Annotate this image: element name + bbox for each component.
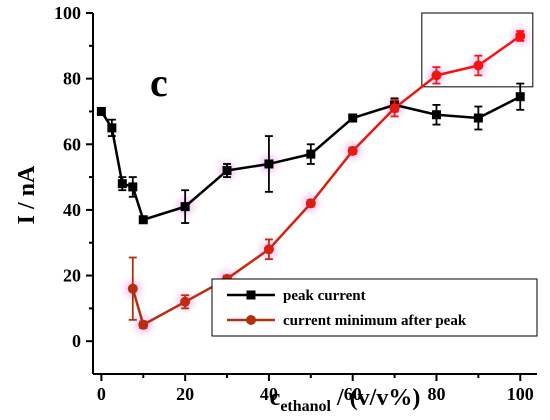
series-1-line-segment	[477, 95, 521, 120]
series-2-line-segment	[393, 74, 438, 110]
highlight-box	[421, 12, 534, 88]
series-1-point	[431, 110, 441, 120]
series-1-point	[264, 159, 274, 169]
series-1-point	[180, 202, 190, 212]
series-2-line-segment	[142, 300, 186, 326]
series-1-line-segment	[309, 117, 354, 156]
y-tick-label: 20	[63, 266, 81, 286]
y-axis-title: I / nA	[14, 165, 40, 224]
series-2-line-segment	[226, 248, 270, 280]
series-1-point	[306, 149, 316, 159]
series-2	[127, 30, 526, 330]
y-tick-label: 60	[63, 134, 81, 154]
series-layer	[96, 30, 526, 330]
series-1-point	[128, 182, 138, 192]
series-2-point	[473, 60, 484, 71]
axes: 0 20 40 60 80 100 0 20 40 60 80 100	[54, 3, 537, 404]
series-1-point	[473, 113, 483, 123]
legend: peak current current minimum after peak	[211, 278, 538, 337]
series-2-line-segment	[351, 107, 396, 152]
legend-marker-2	[246, 315, 256, 325]
series-1-line-segment	[184, 169, 228, 208]
series-2-point	[515, 30, 526, 41]
x-axis-title-rest: / (v/v%)	[331, 385, 420, 411]
y-tick-label: 100	[54, 3, 81, 23]
series-1-point	[138, 215, 148, 225]
x-tick-label: 60	[344, 384, 362, 404]
series-1-point	[222, 166, 232, 176]
x-axis-title-subscript: ethanol	[280, 398, 331, 415]
series-2-point	[305, 198, 316, 209]
series-1-line-segment	[268, 152, 312, 166]
series-1-line-segment	[394, 103, 437, 116]
series-2-point	[347, 145, 358, 156]
x-tick-label: 40	[260, 384, 278, 404]
x-tick-label: 100	[507, 384, 534, 404]
series-2-line-segment	[309, 150, 354, 205]
series-1-line-segment	[352, 103, 395, 120]
series-1	[96, 82, 525, 225]
series-1-line-segment	[131, 186, 145, 221]
series-2-point	[138, 319, 149, 330]
series-2-line-segment	[268, 202, 312, 251]
series-2-point	[389, 103, 400, 114]
series-2-line-segment	[477, 34, 521, 67]
series-1-point	[96, 106, 106, 116]
series-1-line-segment	[142, 205, 186, 221]
series-1-line-segment	[110, 127, 124, 184]
x-axis-title-main: c	[270, 385, 281, 411]
panel-label: c	[150, 60, 168, 105]
legend-label-1: peak current	[283, 288, 366, 304]
y-tick-label: 80	[63, 69, 81, 89]
series-2-point	[431, 70, 442, 81]
series-2-line-segment	[131, 288, 145, 326]
highlight-box-layer	[421, 12, 534, 88]
x-tick-label: 80	[427, 384, 445, 404]
series-1-point	[117, 179, 127, 189]
legend-frame	[211, 278, 538, 337]
y-tick-label: 0	[72, 331, 81, 351]
legend-marker-1	[246, 290, 256, 300]
series-2-point	[263, 244, 274, 255]
x-tick-label: 0	[97, 384, 106, 404]
series-1-point	[107, 123, 117, 133]
series-1-point	[515, 92, 525, 102]
legend-label-2: current minimum after peak	[283, 313, 467, 329]
series-1-point	[348, 113, 358, 123]
series-1-line-segment	[226, 162, 270, 172]
y-tick-label: 40	[63, 200, 81, 220]
series-1-line-segment	[436, 113, 479, 120]
x-axis-title: cethanol / (v/v%)	[270, 385, 421, 415]
series-2-line-segment	[436, 64, 479, 77]
series-2-point	[127, 283, 138, 294]
series-2-point	[180, 296, 191, 307]
x-tick-label: 20	[176, 384, 194, 404]
